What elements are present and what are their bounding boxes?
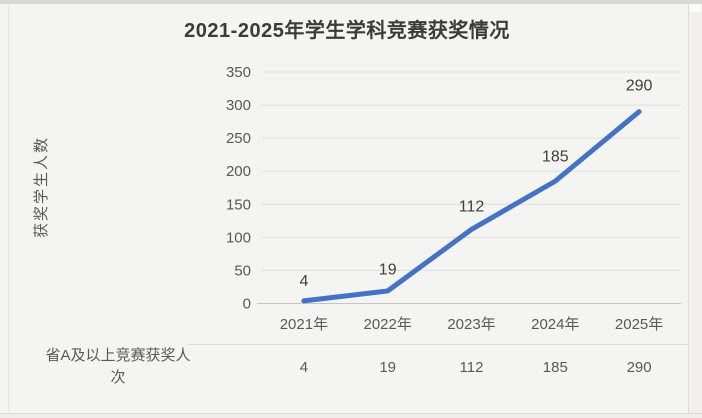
y-tick-label: 200 [226, 163, 251, 180]
x-tick-label: 2024年 [531, 316, 579, 333]
y-tick-label: 100 [226, 229, 251, 246]
table-value: 185 [543, 359, 568, 376]
window-bottom-border [0, 413, 702, 418]
y-tick-label: 300 [226, 97, 251, 114]
scrollbar-thumb[interactable] [689, 4, 701, 12]
series-row-label: 省A及以上竞赛获奖人次 [45, 347, 191, 386]
y-tick-label: 350 [226, 64, 251, 81]
y-tick-label: 0 [243, 296, 251, 313]
x-tick-label: 2025年 [615, 316, 663, 333]
data-point-label: 19 [379, 261, 397, 278]
table-value: 112 [460, 359, 484, 376]
data-point-label: 185 [542, 149, 569, 166]
data-point-label: 112 [459, 198, 485, 215]
table-value: 290 [627, 359, 652, 376]
y-tick-label: 250 [226, 130, 251, 147]
x-tick-label: 2023年 [447, 316, 495, 333]
left-guide-line [8, 4, 9, 412]
vertical-scrollbar[interactable] [688, 4, 702, 413]
x-tick-label: 2021年 [280, 316, 328, 333]
x-tick-label: 2022年 [364, 316, 412, 333]
table-value: 4 [300, 359, 308, 376]
window-top-border [0, 0, 702, 4]
y-tick-label: 50 [234, 262, 251, 279]
data-point-label: 290 [626, 78, 653, 95]
data-point-label: 4 [299, 273, 308, 290]
series-line[interactable] [301, 109, 642, 304]
y-tick-label: 150 [226, 196, 251, 213]
table-value: 19 [379, 359, 396, 376]
chart-title: 2021-2025年学生学科竞赛获奖情况 [184, 20, 510, 42]
